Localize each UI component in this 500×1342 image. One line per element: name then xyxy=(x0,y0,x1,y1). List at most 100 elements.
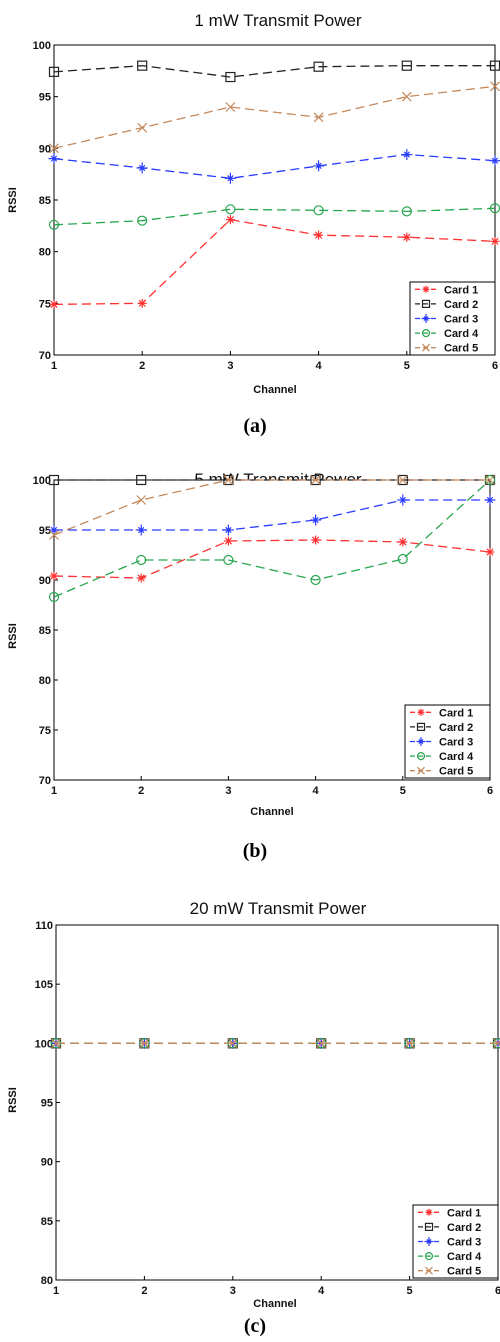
data-point-card-2 xyxy=(137,60,148,71)
legend-label: Card 5 xyxy=(447,1266,481,1278)
legend-marker xyxy=(425,1266,433,1275)
legend-marker xyxy=(416,737,426,746)
legend-label: Card 2 xyxy=(444,299,478,311)
data-point-card-4 xyxy=(48,591,60,603)
y-tick-label: 70 xyxy=(39,350,51,362)
x-tick-label: 6 xyxy=(487,785,493,797)
data-point-card-3 xyxy=(222,524,234,536)
y-tick-label: 105 xyxy=(35,979,53,991)
legend-marker xyxy=(422,343,430,352)
data-point-card-1 xyxy=(311,535,321,545)
data-point-card-1 xyxy=(223,536,233,546)
x-tick-label: 6 xyxy=(492,360,498,372)
axis-ticks: 1 2 3 4 5 6 70 75 80 85 90 95 100 xyxy=(33,40,498,372)
data-point-card-1 xyxy=(398,537,408,547)
data-point-card-5 xyxy=(490,81,500,92)
legend: Card 1 Card 2 Card 3 Card 4 Card 5 xyxy=(409,281,496,356)
legend-item: Card 3 xyxy=(418,1237,481,1249)
data-point-card-3 xyxy=(48,153,60,165)
legend-label: Card 5 xyxy=(444,343,478,355)
legend-item: Card 5 xyxy=(415,343,478,355)
series-line-card-5 xyxy=(53,85,496,149)
series-line-card-1 xyxy=(53,218,496,306)
x-tick-label: 2 xyxy=(138,785,144,797)
y-tick-label: 85 xyxy=(41,1216,53,1228)
data-point-card-1 xyxy=(49,571,59,581)
legend-label: Card 5 xyxy=(439,766,473,778)
legend-item: Card 5 xyxy=(410,766,473,778)
data-point-card-5 xyxy=(225,102,236,112)
data-point-card-4 xyxy=(313,205,324,216)
data-point-card-5 xyxy=(223,475,234,485)
series-line-card-4 xyxy=(53,479,491,598)
data-point-card-2 xyxy=(225,71,236,83)
legend-marker xyxy=(416,751,426,761)
x-tick-label: 2 xyxy=(139,360,145,372)
data-point-card-3 xyxy=(310,514,322,526)
data-point-card-1 xyxy=(136,573,146,583)
data-point-card-4 xyxy=(137,215,148,226)
y-tick-label: 85 xyxy=(39,625,51,637)
x-axis-label: Channel xyxy=(253,384,296,396)
legend-marker xyxy=(424,1251,434,1261)
data-point-card-4 xyxy=(225,204,236,215)
legend-marker xyxy=(424,1237,434,1246)
series-line-card-2 xyxy=(53,65,495,78)
data-point-card-3 xyxy=(48,524,60,536)
x-tick-label: 5 xyxy=(400,785,406,797)
y-tick-label: 110 xyxy=(35,920,53,932)
data-point-card-1 xyxy=(314,230,324,240)
data-point-card-2 xyxy=(48,66,60,77)
data-point-card-2 xyxy=(48,474,60,486)
chart-title: 1 mW Transmit Power xyxy=(194,11,362,30)
series-line-card-1 xyxy=(53,539,491,579)
data-point-card-5 xyxy=(397,475,408,485)
data-point-card-5 xyxy=(137,122,148,133)
x-tick-label: 4 xyxy=(316,360,323,372)
data-point-card-3 xyxy=(224,172,236,184)
legend-marker xyxy=(417,708,425,716)
series-line-card-5 xyxy=(53,479,490,536)
legend-item: Card 4 xyxy=(410,751,474,763)
x-tick-label: 3 xyxy=(225,785,231,797)
legend-label: Card 3 xyxy=(447,1237,481,1249)
data-point-card-5 xyxy=(136,495,147,505)
data-point-card-4 xyxy=(136,554,147,566)
data-point-card-1 xyxy=(490,236,500,246)
data-point-card-3 xyxy=(489,155,500,167)
x-tick-label: 6 xyxy=(495,1285,500,1297)
y-tick-label: 90 xyxy=(39,143,51,155)
y-tick-label: 100 xyxy=(35,1038,53,1050)
y-tick-label: 70 xyxy=(39,775,51,787)
y-tick-label: 95 xyxy=(39,525,51,537)
data-point-card-5 xyxy=(227,1038,238,1049)
data-point-card-3 xyxy=(397,494,409,506)
legend: Card 1 Card 2 Card 3 Card 4 Card 5 xyxy=(412,1204,499,1279)
data-point-card-1 xyxy=(49,299,59,309)
data-point-card-4 xyxy=(48,219,60,230)
data-point-card-5 xyxy=(49,143,59,154)
y-tick-label: 95 xyxy=(39,92,51,104)
legend-item: Card 1 xyxy=(418,1207,481,1219)
x-tick-label: 5 xyxy=(404,360,410,372)
y-axis-label: RSSI xyxy=(7,1087,19,1113)
x-tick-label: 5 xyxy=(407,1285,413,1297)
panel-caption: (c) xyxy=(244,1315,266,1337)
series-line-card-3 xyxy=(54,499,490,531)
y-tick-label: 80 xyxy=(39,247,51,259)
series-line-card-4 xyxy=(53,207,496,226)
legend-marker xyxy=(421,329,431,338)
legend-label: Card 3 xyxy=(444,314,478,326)
y-tick-label: 100 xyxy=(33,475,51,487)
data-point-card-5 xyxy=(313,112,324,123)
legend-marker xyxy=(425,1208,433,1216)
chart-panel-c: 20 mW Transmit Power 1 2 3 4 5 6 80 85 90 95 100 10… xyxy=(7,899,500,1337)
y-tick-label: 75 xyxy=(39,725,51,737)
legend-label: Card 4 xyxy=(439,751,474,763)
x-tick-label: 3 xyxy=(227,360,233,372)
data-point-card-5 xyxy=(493,1038,500,1049)
series-group xyxy=(48,474,496,603)
data-point-card-3 xyxy=(135,524,147,536)
x-tick-label: 1 xyxy=(51,785,57,797)
